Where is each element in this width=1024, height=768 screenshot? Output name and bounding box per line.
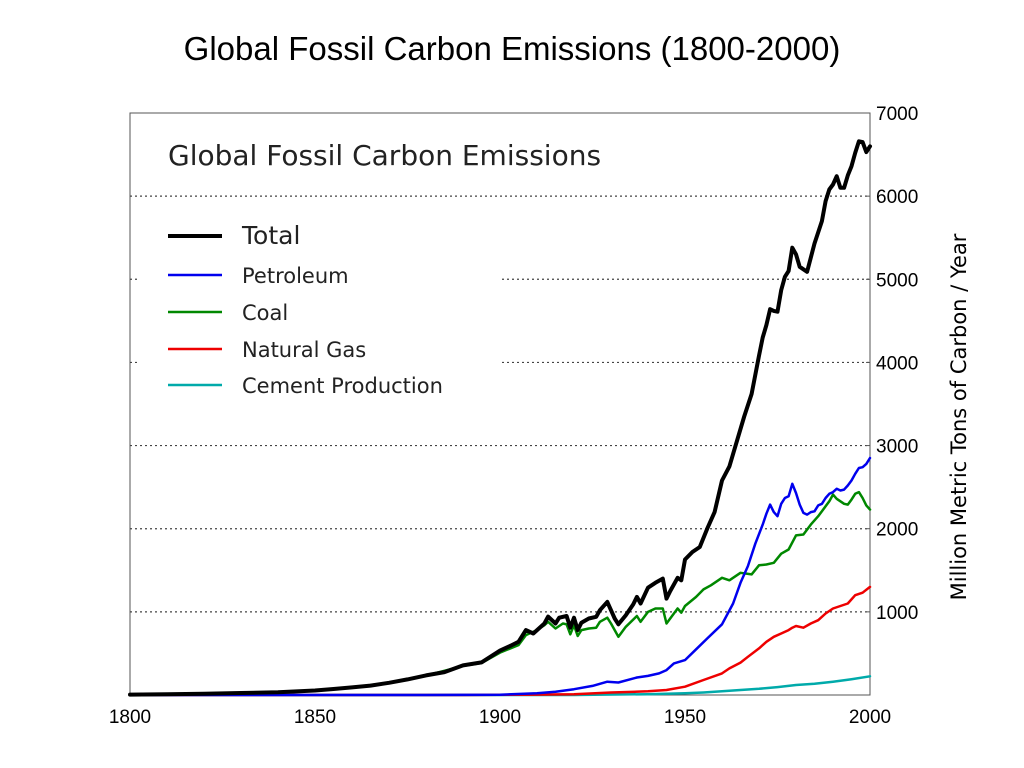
- legend: Total Petroleum Coal Natural Gas Cement Prod…: [168, 221, 443, 398]
- y-tick-label: 5000: [876, 270, 918, 291]
- legend-label-total: Total: [241, 221, 300, 250]
- x-tick-label: 2000: [849, 707, 891, 728]
- y-tick-label: 7000: [876, 104, 918, 125]
- legend-label-petroleum: Petroleum: [242, 264, 349, 288]
- chart-inner-title: Global Fossil Carbon Emissions: [168, 139, 601, 172]
- series-layer: [128, 139, 872, 697]
- x-tick-label: 1900: [479, 707, 521, 728]
- grid-lines: [130, 195, 870, 613]
- legend-label-natural-gas: Natural Gas: [242, 338, 366, 362]
- x-tick-label: 1800: [109, 707, 151, 728]
- series-line-natural-gas: [128, 585, 872, 697]
- y-tick-label: 4000: [876, 353, 918, 374]
- y-axis-ticks: 1000 2000 3000 4000 5000 6000 7000: [866, 104, 918, 624]
- y-axis-label: Million Metric Tons of Carbon / Year: [947, 233, 971, 600]
- y-tick-label: 1000: [876, 603, 918, 624]
- series-line-total: [128, 139, 872, 697]
- legend-label-cement-production: Cement Production: [242, 374, 443, 398]
- y-tick-label: 6000: [876, 187, 918, 208]
- plot-frame: [129, 112, 871, 696]
- legend-label-coal: Coal: [242, 301, 288, 325]
- slide-title: Global Fossil Carbon Emissions (1800-200…: [183, 30, 841, 67]
- x-tick-label: 1850: [294, 707, 336, 728]
- y-tick-label: 3000: [876, 437, 918, 458]
- y-tick-label: 2000: [876, 520, 918, 541]
- x-axis-ticks: 1800 1850 1900 1950 2000: [109, 707, 891, 728]
- x-tick-label: 1950: [664, 707, 706, 728]
- series-line-coal: [128, 490, 872, 696]
- series-line-cement-production: [128, 675, 872, 697]
- series-line-petroleum: [128, 456, 872, 697]
